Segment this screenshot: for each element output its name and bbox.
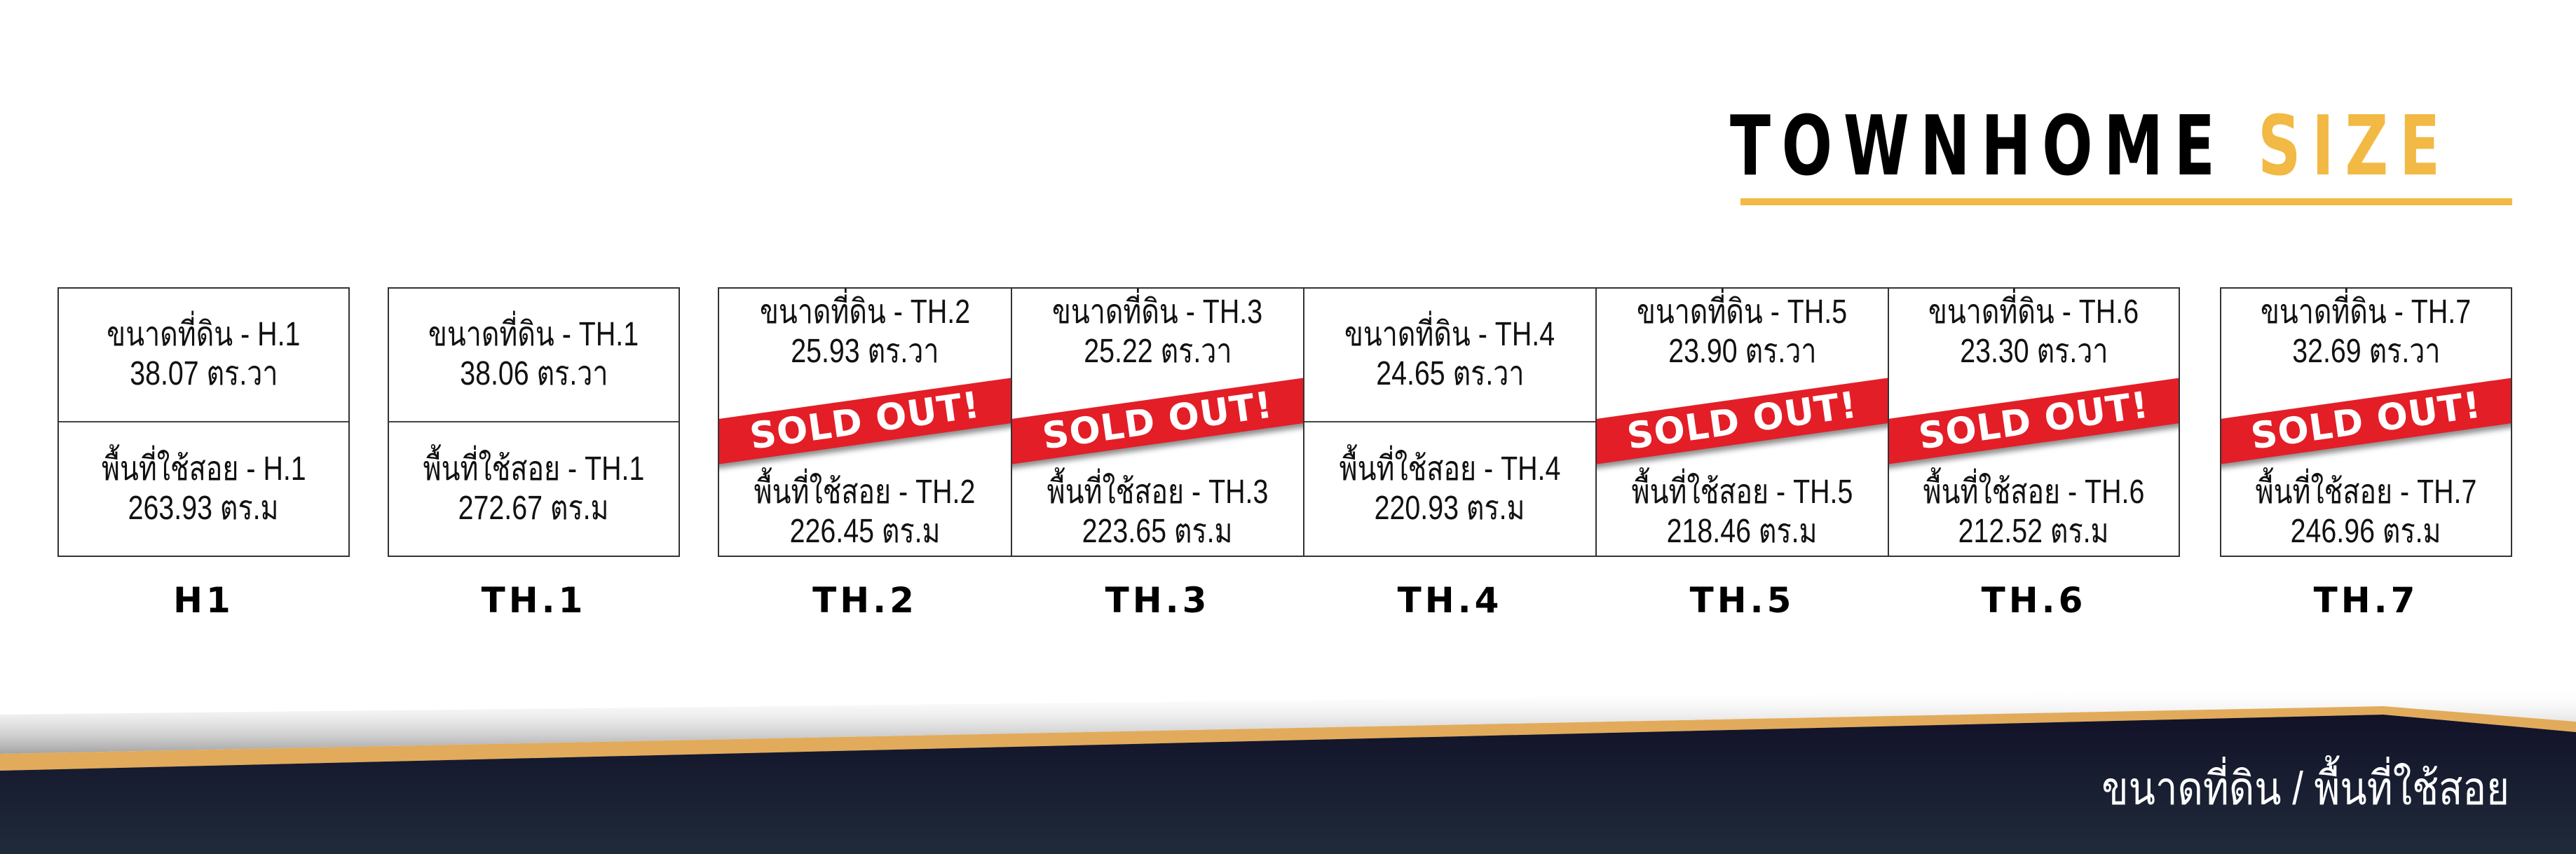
unit-label: TH.6 <box>1981 580 2087 621</box>
usable-area-cell: พื้นที่ใช้สอย - TH.2 226.45 ตร.ม <box>719 422 1011 556</box>
usable-area-label: พื้นที่ใช้สอย - TH.2 <box>754 474 976 511</box>
page-title: TOWNHOME SIZE <box>1730 104 2440 188</box>
footer-caption: ขนาดที่ดิน / พื้นที่ใช้สอย <box>2101 762 2509 814</box>
footer-gold-stripe <box>0 706 2576 771</box>
unit-card: ขนาดที่ดิน - TH.5 23.90 ตร.วา พื้นที่ใช้… <box>1595 287 1889 557</box>
usable-area-value: 272.67 ตร.ม <box>458 489 609 527</box>
unit-card: ขนาดที่ดิน - TH.6 23.30 ตร.วา พื้นที่ใช้… <box>1888 287 2180 557</box>
unit-label: TH.2 <box>812 580 918 621</box>
land-size-cell: ขนาดที่ดิน - TH.4 24.65 ตร.วา <box>1304 289 1595 422</box>
usable-area-label: พื้นที่ใช้สอย - TH.7 <box>2255 474 2477 511</box>
unit-label: TH.4 <box>1397 580 1503 621</box>
land-size-value: 38.06 ตร.วา <box>459 355 608 393</box>
usable-area-cell: พื้นที่ใช้สอย - TH.5 218.46 ตร.ม <box>1597 422 1888 556</box>
land-size-label: ขนาดที่ดิน - TH.4 <box>1344 316 1555 354</box>
land-size-value: 25.93 ตร.วา <box>791 333 939 370</box>
land-size-label: ขนาดที่ดิน - TH.1 <box>428 316 639 354</box>
land-size-value: 32.69 ตร.วา <box>2291 333 2441 370</box>
usable-area-label: พื้นที่ใช้สอย - TH.1 <box>423 450 645 488</box>
usable-area-cell: พื้นที่ใช้สอย - H.1 263.93 ตร.ม <box>59 422 348 556</box>
land-size-value: 24.65 ตร.วา <box>1375 355 1525 393</box>
usable-area-cell: พื้นที่ใช้สอย - TH.3 223.65 ตร.ม <box>1012 422 1303 556</box>
unit-card: ขนาดที่ดิน - TH.3 25.22 ตร.วา พื้นที่ใช้… <box>1011 287 1304 557</box>
footer-dark-panel <box>0 715 2576 854</box>
usable-area-label: พื้นที่ใช้สอย - H.1 <box>101 450 306 488</box>
usable-area-value: 226.45 ตร.ม <box>789 513 941 550</box>
land-size-label: ขนาดที่ดิน - TH.7 <box>2261 294 2472 331</box>
land-size-label: ขนาดที่ดิน - H.1 <box>107 316 301 354</box>
unit-label: TH.5 <box>1689 580 1795 621</box>
unit-label: TH.3 <box>1105 580 1211 621</box>
footer-band <box>0 687 2576 854</box>
land-size-value: 25.22 ตร.วา <box>1083 333 1232 370</box>
usable-area-value: 220.93 ตร.ม <box>1375 489 1525 527</box>
usable-area-label: พื้นที่ใช้สอย - TH.3 <box>1047 474 1269 511</box>
land-size-label: ขนาดที่ดิน - TH.5 <box>1637 294 1848 331</box>
unit-card: ขนาดที่ดิน - TH.7 32.69 ตร.วา พื้นที่ใช้… <box>2220 287 2512 557</box>
land-size-value: 23.30 ตร.วา <box>1959 333 2108 370</box>
land-size-cell: ขนาดที่ดิน - TH.3 25.22 ตร.วา <box>1012 289 1303 422</box>
land-size-label: ขนาดที่ดิน - TH.3 <box>1052 294 1263 331</box>
title-main: TOWNHOME <box>1730 97 2226 194</box>
usable-area-value: 212.52 ตร.ม <box>1958 513 2109 550</box>
unit-label: TH.1 <box>481 580 587 621</box>
usable-area-value: 218.46 ตร.ม <box>1667 513 1818 550</box>
usable-area-label: พื้นที่ใช้สอย - TH.6 <box>1923 474 2145 511</box>
land-size-cell: ขนาดที่ดิน - TH.1 38.06 ตร.วา <box>389 289 679 422</box>
land-size-label: ขนาดที่ดิน - TH.6 <box>1928 294 2139 331</box>
land-size-label: ขนาดที่ดิน - TH.2 <box>759 294 971 331</box>
usable-area-label: พื้นที่ใช้สอย - TH.4 <box>1339 450 1561 488</box>
unit-card: ขนาดที่ดิน - TH.1 38.06 ตร.วา พื้นที่ใช้… <box>388 287 680 557</box>
unit-label: H1 <box>173 580 234 621</box>
land-size-value: 38.07 ตร.วา <box>129 355 278 393</box>
usable-area-cell: พื้นที่ใช้สอย - TH.6 212.52 ตร.ม <box>1889 422 2179 556</box>
usable-area-value: 263.93 ตร.ม <box>128 489 279 527</box>
land-size-cell: ขนาดที่ดิน - TH.2 25.93 ตร.วา <box>719 289 1011 422</box>
footer-shadow <box>0 687 2576 754</box>
land-size-cell: ขนาดที่ดิน - H.1 38.07 ตร.วา <box>59 289 348 422</box>
unit-card: ขนาดที่ดิน - TH.2 25.93 ตร.วา พื้นที่ใช้… <box>718 287 1012 557</box>
usable-area-value: 246.96 ตร.ม <box>2291 513 2441 550</box>
unit-card: ขนาดที่ดิน - TH.4 24.65 ตร.วา พื้นที่ใช้… <box>1303 287 1597 557</box>
land-size-value: 23.90 ตร.วา <box>1668 333 1817 370</box>
title-accent: SIZE <box>2258 97 2451 194</box>
unit-label: TH.7 <box>2313 580 2419 621</box>
unit-card: ขนาดที่ดิน - H.1 38.07 ตร.วา พื้นที่ใช้ส… <box>57 287 350 557</box>
usable-area-value: 223.65 ตร.ม <box>1082 513 1233 550</box>
usable-area-label: พื้นที่ใช้สอย - TH.5 <box>1631 474 1853 511</box>
title-underline <box>1740 198 2512 205</box>
usable-area-cell: พื้นที่ใช้สอย - TH.1 272.67 ตร.ม <box>389 422 679 556</box>
usable-area-cell: พื้นที่ใช้สอย - TH.4 220.93 ตร.ม <box>1304 422 1595 556</box>
usable-area-cell: พื้นที่ใช้สอย - TH.7 246.96 ตร.ม <box>2221 422 2511 556</box>
